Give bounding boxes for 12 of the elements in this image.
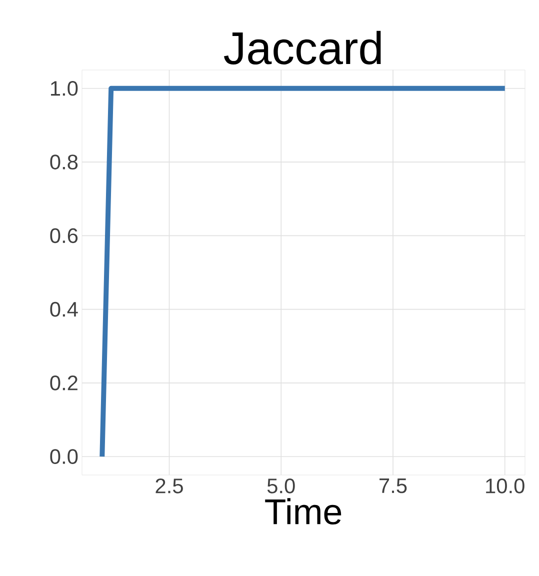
x-axis-title: Time bbox=[265, 498, 342, 525]
x-tick-label: 7.5 bbox=[380, 478, 407, 494]
y-tick-label: 0.4 bbox=[50, 302, 78, 317]
chart-title: Jaccard bbox=[224, 30, 381, 65]
y-tick-label: 0.8 bbox=[50, 154, 78, 170]
y-tick-label: 0.6 bbox=[50, 228, 78, 244]
y-tick-label: 0.0 bbox=[50, 449, 78, 464]
y-tick-label: 0.2 bbox=[50, 376, 78, 390]
y-tick-label: 1.0 bbox=[50, 80, 78, 96]
x-tick-label: 10.0 bbox=[486, 478, 524, 494]
x-tick-label: 2.5 bbox=[156, 478, 183, 494]
x-tick-label: 5.0 bbox=[267, 478, 295, 494]
